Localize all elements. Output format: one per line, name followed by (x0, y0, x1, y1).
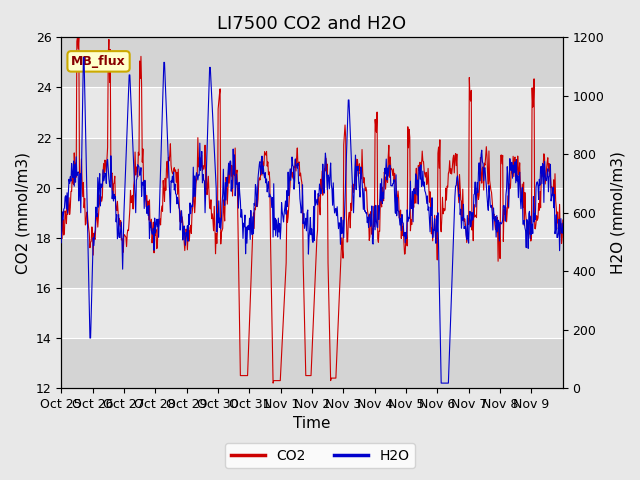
CO2 (559, 217, 566, 223)
Bar (61, 238, 563, 288)
Bar (61, 338, 563, 388)
H2O (437, 380, 445, 386)
H2O (209, 118, 217, 124)
CO2 (269, 380, 277, 386)
H2O (117, 227, 125, 232)
Legend: CO2, H2O: CO2, H2O (225, 443, 415, 468)
H2O (58, 240, 65, 246)
CO2 (58, 230, 65, 236)
H2O (79, 55, 87, 60)
Y-axis label: H2O (mmol/m3): H2O (mmol/m3) (610, 151, 625, 274)
Title: LI7500 CO2 and H2O: LI7500 CO2 and H2O (218, 15, 406, 33)
CO2 (117, 218, 125, 224)
Bar (61, 138, 563, 188)
H2O (364, 214, 372, 220)
CO2 (74, 35, 81, 40)
Line: CO2: CO2 (61, 37, 563, 383)
H2O (559, 220, 566, 226)
H2O (392, 172, 400, 178)
CO2 (209, 217, 217, 223)
CO2 (365, 213, 372, 218)
Bar (61, 188, 563, 238)
H2O (253, 204, 260, 209)
Bar (61, 288, 563, 338)
X-axis label: Time: Time (293, 417, 331, 432)
CO2 (253, 194, 260, 200)
CO2 (234, 210, 241, 216)
Y-axis label: CO2 (mmol/m3): CO2 (mmol/m3) (15, 152, 30, 274)
Bar (61, 37, 563, 87)
CO2 (393, 195, 401, 201)
Line: H2O: H2O (61, 58, 563, 383)
Text: MB_flux: MB_flux (71, 55, 126, 68)
Bar (61, 87, 563, 138)
H2O (234, 181, 241, 187)
